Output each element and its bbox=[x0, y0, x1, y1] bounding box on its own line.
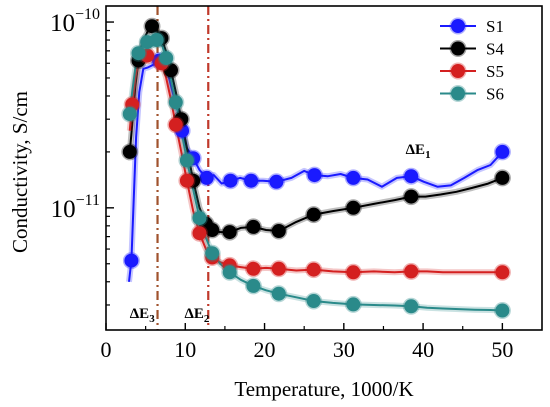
vertical-lines bbox=[156, 6, 210, 330]
point-s1-5 bbox=[222, 172, 239, 190]
point-s4-9 bbox=[221, 223, 239, 241]
point-s5-10 bbox=[305, 261, 323, 279]
series-markers-s6 bbox=[121, 31, 511, 319]
point-s6-8 bbox=[203, 244, 221, 262]
point-s5-4 bbox=[178, 172, 196, 190]
point-s6-3 bbox=[148, 31, 166, 49]
point-s6-4 bbox=[157, 49, 175, 67]
point-s5-13 bbox=[493, 263, 511, 281]
annotation-dE3: ΔE3 bbox=[130, 306, 155, 325]
point-s6-11 bbox=[270, 285, 288, 303]
x-tick-label: 50 bbox=[491, 337, 513, 362]
point-s6-10 bbox=[244, 277, 262, 295]
legend-item-s1: S1 bbox=[440, 17, 504, 36]
series-markers-s1 bbox=[122, 52, 511, 270]
series-layer bbox=[121, 17, 511, 319]
point-s5-9 bbox=[270, 260, 288, 278]
annotation-dE1: ΔE1 bbox=[406, 142, 431, 161]
point-s6-13 bbox=[344, 295, 362, 313]
legend-item-s4: S4 bbox=[440, 40, 504, 59]
point-s5-3 bbox=[167, 116, 185, 134]
legend-label: S6 bbox=[486, 85, 504, 104]
point-s1-8 bbox=[306, 166, 323, 184]
legend-label: S4 bbox=[486, 40, 504, 59]
x-tick-label: 30 bbox=[333, 337, 355, 362]
point-s1-6 bbox=[242, 172, 260, 190]
x-axis-title: Temperature, 1000/K bbox=[234, 377, 413, 401]
point-s5-12 bbox=[402, 262, 420, 280]
point-s6-15 bbox=[493, 302, 511, 319]
legend-swatch-marker bbox=[449, 62, 467, 80]
y-tick-label: 10−11 bbox=[51, 192, 100, 223]
point-s1-9 bbox=[344, 169, 362, 187]
point-s6-6 bbox=[178, 151, 196, 169]
legend-item-s6: S6 bbox=[440, 85, 504, 104]
x-tick-label: 40 bbox=[412, 337, 434, 362]
annotations: ΔE1 ΔE3 ΔE2 bbox=[130, 142, 431, 325]
point-s6-1 bbox=[130, 44, 147, 62]
point-s4-2 bbox=[143, 17, 161, 35]
point-s1-0 bbox=[122, 252, 140, 270]
point-s6-0 bbox=[121, 105, 139, 123]
point-s4-13 bbox=[344, 199, 362, 217]
x-tick-label: 20 bbox=[254, 337, 276, 362]
point-s4-12 bbox=[305, 206, 323, 224]
legend: S1 S4 S5 S6 bbox=[440, 17, 504, 104]
annotation-dE2: ΔE2 bbox=[184, 306, 209, 325]
legend-swatch-marker bbox=[449, 85, 467, 102]
legend-label: S1 bbox=[486, 17, 504, 36]
point-s4-15 bbox=[493, 169, 511, 187]
point-s5-5 bbox=[191, 224, 208, 242]
y-tick-label: 10−10 bbox=[50, 6, 100, 37]
plot-background bbox=[106, 6, 542, 330]
y-axis-title: Conductivity, S/cm bbox=[8, 91, 32, 253]
point-s4-14 bbox=[402, 188, 420, 206]
legend-item-s5: S5 bbox=[440, 62, 504, 81]
x-tick-label: 0 bbox=[101, 337, 112, 362]
point-s4-11 bbox=[270, 222, 288, 240]
point-s6-5 bbox=[167, 93, 185, 111]
legend-swatch-marker bbox=[449, 17, 467, 35]
point-s5-8 bbox=[244, 260, 262, 278]
point-s6-9 bbox=[221, 263, 239, 281]
point-s4-10 bbox=[244, 218, 262, 236]
legend-label: S5 bbox=[486, 62, 504, 81]
point-s6-7 bbox=[191, 209, 208, 227]
plot-area bbox=[106, 6, 542, 330]
point-s6-14 bbox=[402, 297, 420, 315]
legend-swatch-marker bbox=[449, 40, 467, 57]
point-s6-12 bbox=[305, 292, 323, 310]
axes: 0 10 20 30 40 50 10−10 10−11 bbox=[50, 6, 513, 362]
x-tick-label: 10 bbox=[174, 337, 196, 362]
point-s5-11 bbox=[344, 263, 362, 281]
point-s1-10 bbox=[402, 167, 420, 185]
point-s1-11 bbox=[493, 143, 511, 161]
point-s1-7 bbox=[267, 173, 285, 191]
point-s1-4 bbox=[198, 169, 216, 187]
plot-frame bbox=[105, 5, 543, 331]
point-s4-0 bbox=[121, 143, 139, 161]
